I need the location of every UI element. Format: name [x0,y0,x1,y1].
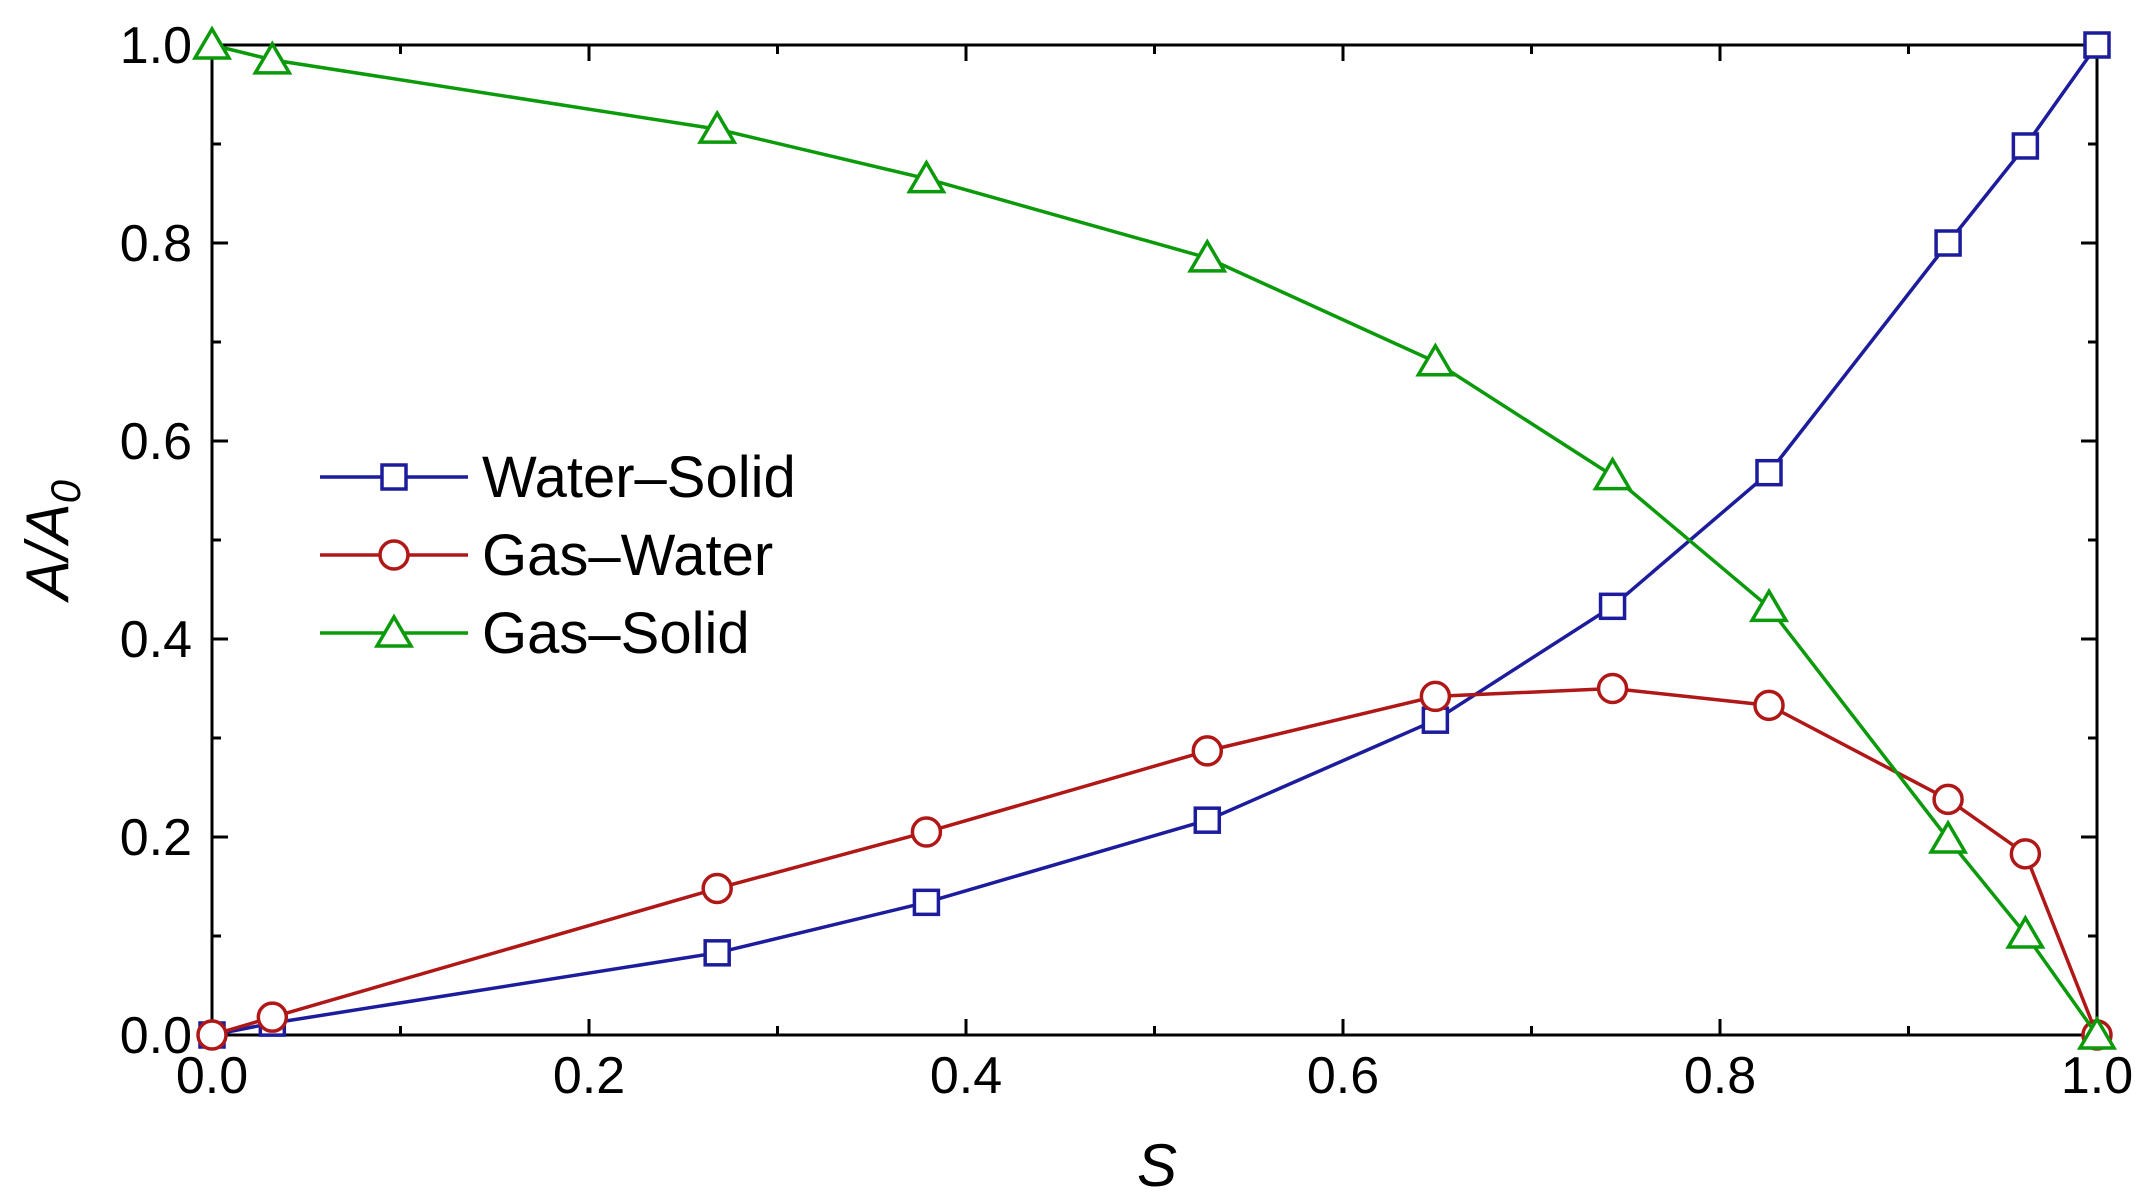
x-tick-labels: 0.0 0.2 0.4 0.6 0.8 1.0 [176,1047,2133,1105]
x-tick-label: 0.0 [176,1047,248,1105]
legend-label: Gas–Solid [482,601,750,666]
data-point-gas-solid [1187,238,1228,273]
data-point-water-solid [912,888,941,917]
series-gas-water [196,672,2113,1051]
data-point-gas-water [1932,783,1964,816]
y-axis-title-subscript: 0 [42,479,89,503]
legend: Water–Solid Gas–Water Gas–Solid [320,445,796,666]
legend-label: Gas–Water [482,523,773,588]
data-point-water-solid [1193,806,1222,834]
legend-marker-water-solid [380,463,408,491]
y-tick-label: 0.2 [120,809,192,867]
series-layer [191,25,2118,1051]
x-tick-label: 0.8 [1684,1047,1756,1105]
x-tick-label: 0.6 [1307,1047,1379,1105]
data-point-gas-water [1191,735,1224,767]
data-point-gas-water [1419,680,1452,713]
data-point-gas-water [256,1001,289,1033]
data-point-water-solid [2083,31,2111,59]
y-tick-label: 0.4 [120,611,192,669]
data-point-water-solid [1755,458,1783,487]
series-gas-solid [191,25,2118,1050]
y-axis-title: A/A0 [14,479,89,603]
data-point-water-solid [1421,706,1450,734]
y-tick-label: 0.6 [120,413,192,471]
legend-item-gas-solid: Gas–Solid [320,601,750,666]
data-point-gas-solid [906,159,947,194]
data-point-water-solid [1934,229,1962,257]
y-axis-title-main: A/A [14,503,81,603]
data-point-gas-water [196,1019,228,1051]
data-point-water-solid [703,939,731,967]
data-point-gas-water [910,816,943,848]
data-point-gas-water [1596,672,1629,705]
data-point-gas-solid [1415,342,1456,377]
x-tick-label: 0.4 [930,1047,1002,1105]
data-point-water-solid [2011,132,2040,160]
legend-item-gas-water: Gas–Water [320,523,773,588]
data-point-gas-water [2009,838,2042,870]
series-line-gas-water [211,686,2099,1037]
data-point-gas-solid [1748,587,1790,623]
legend-marker-gas-water [378,539,410,571]
data-point-gas-water [701,872,733,905]
data-point-gas-water [1753,689,1785,722]
y-tick-label: 0.8 [120,215,192,273]
x-axis-title: S [1137,1132,1177,1199]
data-point-gas-solid [252,40,293,75]
legend-marker-gas-solid [373,613,415,648]
data-point-gas-solid [2005,914,2046,949]
y-tick-label: 1.0 [120,17,192,75]
data-point-gas-solid [1592,456,1633,491]
data-point-gas-solid [697,109,738,144]
data-point-water-solid [1598,592,1627,621]
legend-item-water-solid: Water–Solid [320,445,796,510]
legend-label: Water–Solid [482,445,796,510]
x-tick-label: 0.2 [553,1047,625,1105]
y-tick-labels: 0.0 0.2 0.4 0.6 0.8 1.0 [120,17,192,1065]
data-point-gas-solid [191,25,233,60]
x-tick-label: 1.0 [2061,1047,2133,1105]
data-point-gas-solid [1928,819,1969,854]
data-point-gas-solid [2076,1015,2118,1050]
y-tick-label: 0.0 [120,1007,192,1065]
